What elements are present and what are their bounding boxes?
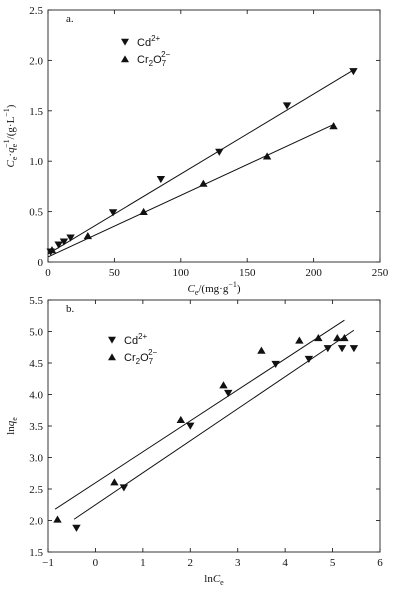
- x-tick-label: −1: [42, 557, 54, 569]
- y-tick-label: 5.5: [29, 295, 43, 307]
- y-tick-label: 2.5: [29, 5, 43, 17]
- legend-label: Cd2+: [124, 332, 148, 347]
- legend-label: Cr2O72−: [137, 50, 171, 68]
- y-tick-label: 0: [38, 257, 44, 269]
- y-axis-label: Ce·qe−1/(g·L−1): [2, 104, 19, 167]
- data-point-cd: [156, 175, 166, 184]
- data-point-cr: [262, 152, 272, 160]
- y-axis-label: lnqe: [5, 417, 19, 435]
- data-point-cr: [47, 246, 57, 254]
- data-point-cd: [54, 241, 63, 249]
- data-point-cr: [110, 478, 119, 486]
- chart-panel-b: −1 0 1 2 3 4 5 6 1.5 2.0 2.5 3.0 3.5 4.0 4.5 5.0 5.5 b. ln…: [5, 295, 383, 587]
- data-point-cd: [224, 389, 233, 398]
- data-point-cd: [186, 422, 195, 430]
- legend-label: Cr2O72−: [124, 348, 158, 366]
- x-tick-label: 0: [93, 557, 99, 569]
- plot-frame: [47, 299, 381, 553]
- y-tick-label: 0.5: [29, 207, 43, 219]
- data-point-cr: [295, 336, 304, 344]
- data-point-cr: [139, 207, 148, 215]
- plot-frame: [47, 9, 381, 263]
- fit-line-cr: [54, 319, 345, 510]
- legend-label: Cd2+: [137, 34, 161, 49]
- data-point-cd: [323, 345, 333, 353]
- y-tick-label: 4.0: [29, 390, 43, 402]
- fit-line-cd: [47, 68, 357, 255]
- x-axis-label: Ce/(mg·g−1): [187, 280, 240, 297]
- data-point-cd: [119, 484, 129, 492]
- y-tick-label: 4.5: [29, 358, 43, 370]
- data-point-cd: [72, 524, 81, 532]
- x-tick-label: 6: [377, 557, 383, 569]
- legend-marker: [121, 55, 129, 63]
- x-tick-label: 50: [109, 267, 121, 279]
- panel-label: b.: [66, 303, 75, 315]
- y-tick-label: 2.0: [29, 55, 43, 67]
- chart-panel-a: 0 50 100 150 200 250 0 0.5 1.0 1.5 2.0 2.5 a. Ce/(mg·…: [2, 5, 389, 297]
- data-point-cr: [53, 515, 62, 523]
- data-point-cd: [282, 102, 292, 110]
- data-point-cd: [304, 355, 314, 363]
- data-point-cr: [176, 415, 185, 424]
- y-tick-label: 1.5: [29, 106, 43, 118]
- x-tick-label: 2: [188, 557, 194, 569]
- data-point-cr: [333, 334, 342, 342]
- y-tick-label: 2.0: [29, 516, 43, 528]
- data-point-cd: [108, 209, 118, 217]
- x-tick-label: 150: [239, 267, 256, 279]
- data-point-cd: [349, 345, 359, 353]
- data-point-cr: [199, 179, 208, 187]
- y-tick-label: 5.0: [29, 327, 43, 339]
- x-tick-label: 5: [330, 557, 336, 569]
- data-point-cr: [340, 334, 349, 342]
- y-tick-label: 3.5: [29, 421, 43, 433]
- data-point-cd: [271, 360, 280, 369]
- fit-line-cr: [47, 123, 336, 258]
- data-point-cr: [219, 381, 228, 389]
- data-point-cr: [314, 334, 323, 342]
- x-tick-label: 200: [305, 267, 322, 279]
- data-point-cd: [337, 345, 347, 353]
- data-point-cd: [349, 68, 358, 76]
- data-point-cd: [215, 148, 224, 156]
- data-point-cd: [66, 234, 75, 242]
- legend-marker: [108, 353, 116, 361]
- y-tick-label: 1.5: [29, 547, 43, 559]
- legend-marker: [121, 38, 129, 46]
- y-tick-label: 2.5: [29, 484, 43, 496]
- panel-label: a.: [66, 13, 74, 25]
- data-point-cd: [59, 238, 69, 246]
- fit-line-cd: [73, 329, 355, 520]
- x-tick-label: 4: [282, 557, 288, 569]
- x-tick-label: 100: [173, 267, 190, 279]
- x-tick-label: 0: [45, 267, 51, 279]
- x-tick-label: 1: [140, 557, 146, 569]
- x-tick-label: 3: [235, 557, 241, 569]
- data-point-cr: [83, 232, 93, 240]
- data-point-cr: [329, 122, 338, 130]
- x-tick-label: 250: [372, 267, 389, 279]
- data-point-cr: [257, 346, 266, 354]
- y-tick-label: 1.0: [29, 156, 43, 168]
- legend-marker: [108, 336, 116, 344]
- x-axis-label: lnCe: [204, 573, 224, 587]
- y-tick-label: 3.0: [29, 453, 43, 465]
